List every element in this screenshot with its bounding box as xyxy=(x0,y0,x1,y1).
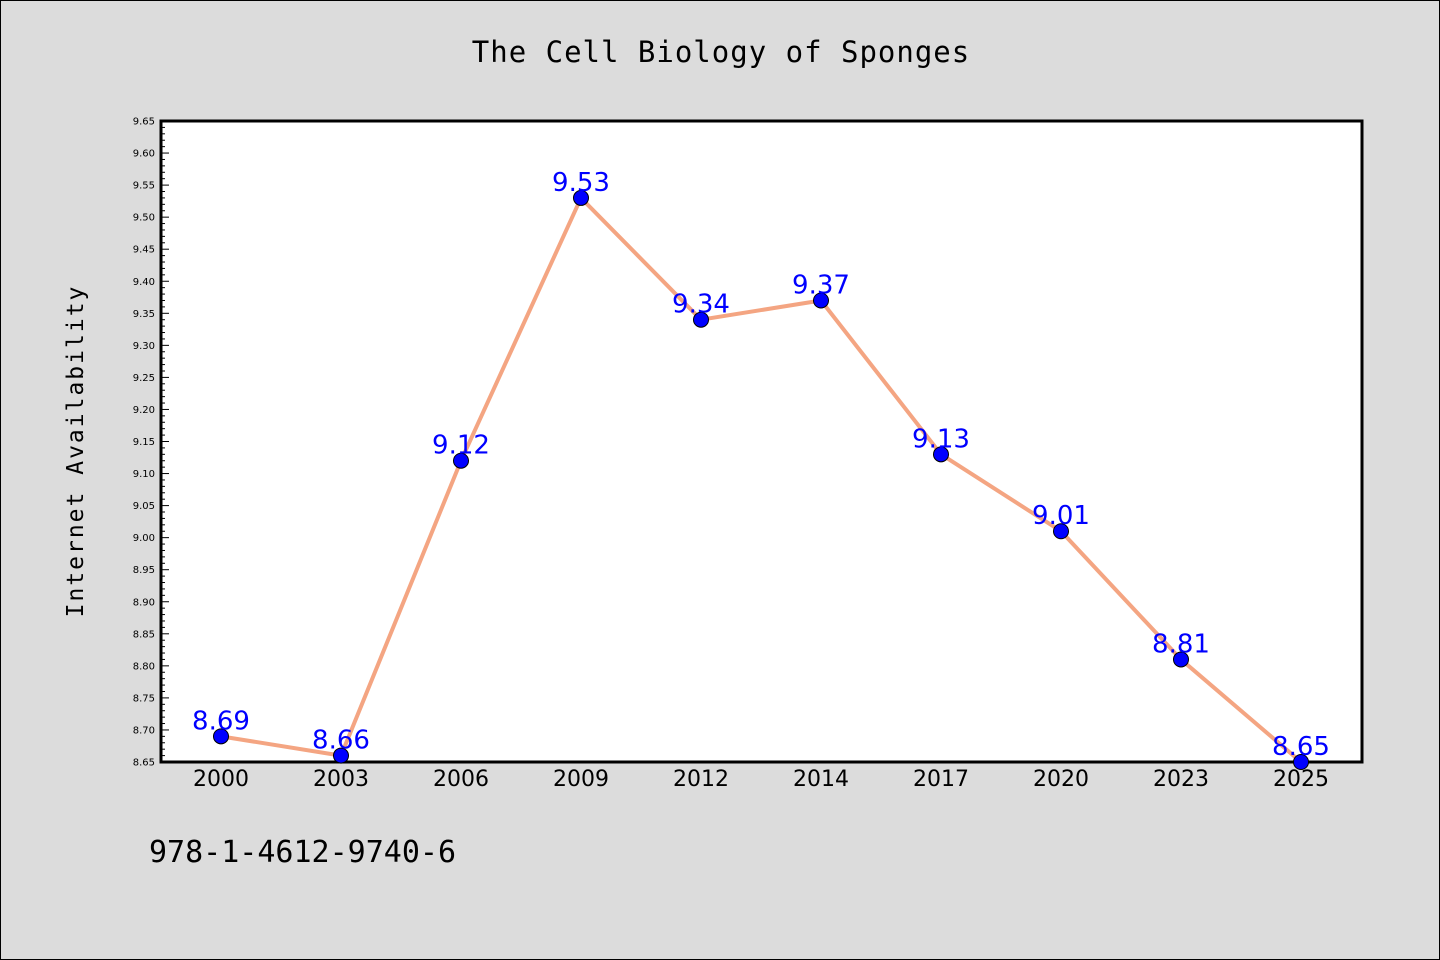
data-point xyxy=(453,452,469,469)
data-point xyxy=(813,292,829,309)
data-point xyxy=(933,446,949,463)
data-point xyxy=(213,728,229,745)
data-point xyxy=(573,189,589,206)
x-tick-label: 2020 xyxy=(1033,767,1089,792)
x-tick-label: 2023 xyxy=(1153,767,1209,792)
data-label: 8.65 xyxy=(1272,732,1330,762)
data-label: 9.37 xyxy=(792,270,850,300)
x-tick-label: 2006 xyxy=(433,767,489,792)
x-tick-label: 2017 xyxy=(913,767,969,792)
data-label: 9.34 xyxy=(672,290,730,320)
y-tick-label: 9.35 xyxy=(133,309,155,320)
data-label: 8.69 xyxy=(192,706,250,736)
y-tick-label: 9.50 xyxy=(133,213,155,224)
y-tick-label: 9.65 xyxy=(133,117,155,128)
isbn-annotation: 978-1-4612-9740-6 xyxy=(149,835,457,870)
series-group xyxy=(213,189,1309,770)
y-tick-label: 9.30 xyxy=(133,341,155,352)
x-axis: 2000 2003 2006 2009 2012 2014 2017 2020 2023 2025 xyxy=(193,767,1329,792)
y-tick-label: 9.55 xyxy=(133,181,155,192)
data-point xyxy=(1293,754,1309,770)
x-tick-label: 2014 xyxy=(793,767,849,792)
data-point xyxy=(1173,651,1189,668)
y-tick-label: 8.70 xyxy=(133,725,155,736)
data-label: 9.53 xyxy=(552,168,610,198)
y-tick-label: 8.90 xyxy=(133,597,155,608)
plot-area xyxy=(159,119,1364,764)
y-tick-label: 9.60 xyxy=(133,149,155,160)
y-tick-label: 9.00 xyxy=(133,533,155,544)
data-label: 8.66 xyxy=(312,726,370,756)
x-tick-label: 2000 xyxy=(193,767,249,792)
y-tick-label: 9.45 xyxy=(133,245,155,256)
data-label: 9.13 xyxy=(912,424,970,454)
data-label: 8.81 xyxy=(1152,629,1210,659)
y-tick-label: 9.20 xyxy=(133,405,155,416)
chart-title: The Cell Biology of Sponges xyxy=(471,35,971,69)
data-label: 9.01 xyxy=(1032,501,1090,531)
x-tick-label: 2009 xyxy=(553,767,609,792)
y-axis: 8.65 8.70 8.75 8.80 8.85 8.90 8.95 9.00 9.05 9.10… xyxy=(133,117,169,769)
y-tick-label: 9.10 xyxy=(133,469,155,480)
y-tick-label: 8.75 xyxy=(133,693,155,704)
y-tick-label: 8.85 xyxy=(133,629,155,640)
x-tick-label: 2025 xyxy=(1273,767,1329,792)
x-tick-label: 2012 xyxy=(673,767,729,792)
data-label: 9.12 xyxy=(432,431,490,461)
y-tick-label: 8.95 xyxy=(133,565,155,576)
y-tick-label: 9.40 xyxy=(133,277,155,288)
y-tick-label: 9.05 xyxy=(133,501,155,512)
series-line xyxy=(219,195,1303,764)
y-tick-label: 8.80 xyxy=(133,661,155,672)
y-tick-label: 9.25 xyxy=(133,373,155,384)
data-point xyxy=(333,747,349,764)
y-tick-label: 9.15 xyxy=(133,437,155,448)
x-tick-label: 2003 xyxy=(313,767,369,792)
data-labels: 8.69 8.66 9.12 9.53 9.34 9.37 9.13 9.01 8.81 8.65 xyxy=(192,168,1330,762)
data-point xyxy=(1053,523,1069,540)
y-tick-label: 8.65 xyxy=(133,758,155,769)
data-point xyxy=(693,311,709,328)
